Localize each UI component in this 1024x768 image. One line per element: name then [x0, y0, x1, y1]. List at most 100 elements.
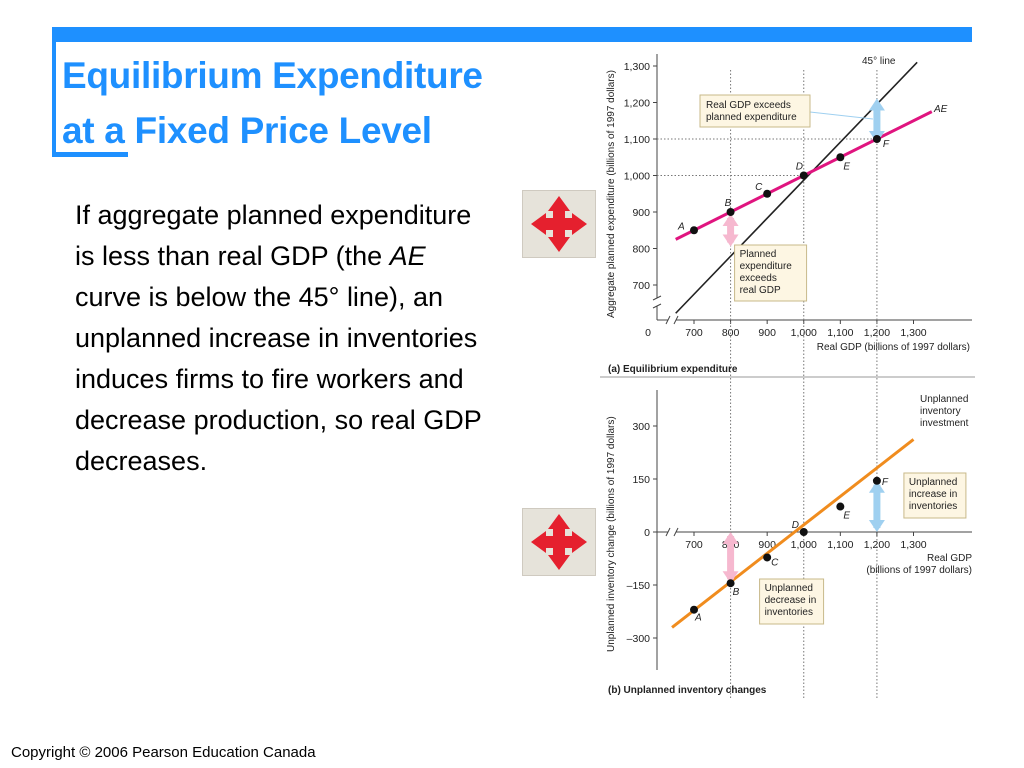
y-axis-label-a: Aggregate planned expenditure (billions …	[606, 70, 617, 318]
data-point-a	[836, 153, 845, 162]
annotation-text-b-top: increase in	[909, 489, 957, 500]
body-text-ae: AE	[389, 241, 426, 271]
x-axis-break-b2	[673, 527, 679, 537]
point-label-a: D	[796, 162, 803, 173]
chart-panel-b: –300–15001503007008009001,0001,1001,2001…	[600, 376, 975, 696]
series-label-45-line: 45° line	[862, 56, 896, 67]
data-point-a	[726, 208, 735, 216]
y-tick-label-a: 700	[632, 280, 650, 292]
arrow-head-down	[548, 555, 570, 570]
y-tick-label-a: 1,100	[624, 134, 650, 146]
y-tick-label-a: 900	[632, 207, 650, 219]
annotation-text-b-bottom: inventories	[765, 607, 813, 618]
y-tick-label-b: 0	[644, 527, 650, 539]
point-label-a: C	[755, 182, 763, 193]
annotation-text-a-bottom: exceeds	[740, 273, 777, 284]
chart-caption-b: (b) Unplanned inventory changes	[608, 685, 767, 696]
x-tick-label-b: 1,100	[827, 539, 853, 551]
annotation-text-a-top: Real GDP exceeds	[706, 100, 791, 111]
header-rule	[52, 27, 972, 42]
data-point-b	[726, 579, 735, 588]
annotation-text-a-bottom: Planned	[740, 249, 777, 260]
copyright-notice: Copyright © 2006 Pearson Education Canad…	[11, 744, 316, 761]
point-label-a: A	[677, 221, 685, 232]
x-tick-label-b: 1,000	[791, 539, 817, 551]
x-tick-label-a: 1,300	[900, 327, 926, 339]
gap-arrow-b-top-head2	[868, 520, 885, 532]
annotation-box-a-top	[699, 94, 811, 128]
y-tick-label-b: 300	[632, 421, 650, 433]
y-tick-label-a: 1,000	[624, 171, 650, 183]
y-axis-label-b: Unplanned inventory change (billions of …	[606, 416, 617, 652]
arrow-head-left	[531, 213, 546, 235]
y-axis-break-a1	[652, 295, 662, 301]
annotation-text-b-top: inventories	[909, 501, 957, 512]
annotation-text-a-top: planned expenditure	[706, 112, 797, 123]
series-label-ae: AE	[933, 104, 948, 115]
four-way-arrow-icon	[531, 196, 587, 252]
y-tick-label-b: –150	[627, 580, 651, 592]
data-point-b	[836, 502, 845, 511]
arrow-head-right	[572, 531, 587, 553]
point-label-a: B	[725, 198, 732, 209]
y-tick-label-a: 1,200	[624, 98, 650, 110]
data-point-a	[872, 135, 881, 143]
data-point-b	[799, 528, 808, 536]
arrow-cross-horizontal	[546, 536, 572, 548]
data-point-b	[872, 476, 881, 485]
title-side-rule	[52, 27, 56, 157]
title-underline-tab	[52, 152, 128, 157]
page-title: Equilibrium Expenditure at a Fixed Price…	[62, 48, 483, 158]
series-label-inventory: investment	[920, 418, 969, 429]
title-line-1: Equilibrium Expenditure	[62, 55, 483, 96]
x-tick-label-a: 700	[685, 327, 703, 339]
point-label-b: E	[843, 511, 850, 522]
series-inventory-line	[671, 438, 915, 629]
y-tick-label-a: 800	[632, 244, 650, 256]
y-tick-label-b: 150	[632, 474, 650, 486]
arrow-head-up	[548, 514, 570, 529]
navigate-button-bottom[interactable]	[522, 508, 596, 576]
x-tick-label-b: 700	[685, 539, 703, 551]
x-tick-label-a: 1,100	[827, 327, 853, 339]
arrow-head-down	[548, 237, 570, 252]
title-line-2: at a Fixed Price Level	[62, 110, 432, 151]
point-label-b: B	[733, 587, 740, 598]
data-point-a	[690, 226, 698, 235]
gap-arrow-a-top-head1	[868, 98, 885, 111]
y-axis-break-a2	[652, 303, 662, 309]
annotation-text-b-bottom: decrease in	[765, 595, 817, 606]
x-axis-label-a: Real GDP (billions of 1997 dollars)	[817, 342, 970, 353]
annotation-box-a-bottom	[734, 244, 808, 302]
arrow-head-up	[548, 196, 570, 211]
point-label-b: C	[771, 557, 779, 568]
annotation-box-b-top	[903, 472, 967, 519]
body-paragraph: If aggregate planned expenditure is less…	[75, 195, 495, 482]
x-tick-label-b: 1,300	[900, 539, 926, 551]
y-tick-label-b: –300	[627, 633, 651, 645]
x-axis-break-b1	[665, 527, 671, 537]
x-axis-break-a2	[673, 315, 679, 325]
gap-arrow-b-bottom-head2	[722, 571, 739, 584]
data-point-a	[763, 189, 772, 198]
arrow-head-left	[531, 531, 546, 553]
point-label-b: A	[694, 613, 702, 624]
annotation-text-b-top: Unplanned	[909, 477, 957, 488]
x-tick-label-a: 900	[758, 327, 776, 339]
annotation-text-b-bottom: Unplanned	[765, 583, 813, 594]
x-axis-label-b: (billions of 1997 dollars)	[866, 565, 972, 576]
point-label-a: E	[843, 161, 850, 172]
origin-label-a: 0	[645, 327, 651, 339]
arrow-cross-horizontal	[546, 218, 572, 230]
data-point-a	[799, 171, 808, 180]
annotation-text-a-bottom: real GDP	[740, 285, 781, 296]
annotation-box-b-bottom	[759, 578, 825, 625]
navigate-button-top[interactable]	[522, 190, 596, 258]
data-point-b	[763, 553, 772, 562]
x-axis-break-a1	[665, 315, 671, 325]
annotation-leader-a-top	[809, 111, 873, 120]
point-label-a: F	[883, 139, 890, 150]
gap-arrow-a-bottom-head1	[722, 214, 739, 226]
